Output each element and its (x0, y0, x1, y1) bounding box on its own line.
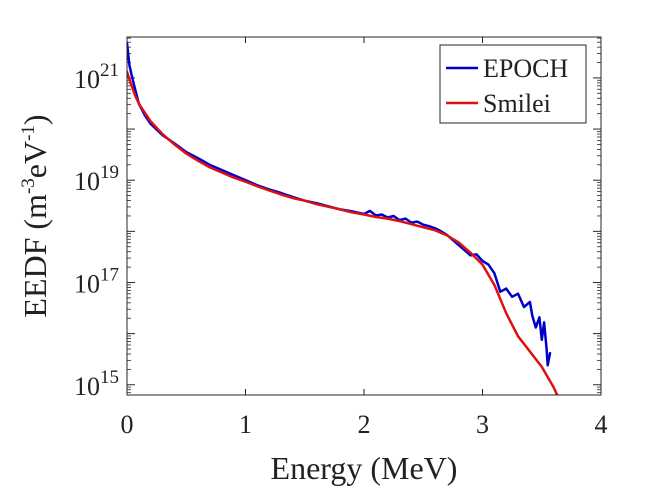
series-line-epoch (127, 41, 552, 367)
series-line-smilei (127, 70, 559, 395)
x-tick-label: 3 (476, 410, 489, 439)
y-tick-exponent: 19 (100, 162, 119, 183)
y-tick-base: 10 (74, 65, 100, 94)
y-axis-label-exp1: -3 (18, 178, 39, 194)
x-tick-label: 0 (121, 410, 134, 439)
y-axis-label-mid: eV (17, 141, 53, 178)
y-tick-label: 1015 (74, 367, 119, 401)
x-tick-labels: 0 1 2 3 4 (121, 410, 608, 439)
y-axis-label: EEDF (m-3eV-1) (17, 114, 53, 317)
y-tick-exponent: 21 (100, 60, 119, 81)
y-axis-label-end: ) (17, 114, 53, 125)
x-tick-label: 1 (239, 410, 252, 439)
y-axis-label-exp2: -1 (18, 125, 39, 141)
y-tick-label: 1021 (74, 60, 119, 94)
y-axis-label-base: EEDF (m (17, 194, 53, 318)
legend-box (439, 44, 587, 124)
legend-label-smilei: Smilei (483, 89, 551, 118)
y-tick-label: 1019 (74, 162, 119, 196)
x-tick-label: 2 (358, 410, 371, 439)
legend-label-epoch: EPOCH (483, 54, 568, 83)
plot-frame (126, 36, 602, 396)
y-tick-exponent: 17 (100, 264, 119, 285)
x-axis-label: Energy (MeV) (271, 450, 458, 486)
y-tick-exponent: 15 (100, 367, 119, 388)
y-tick-base: 10 (74, 167, 100, 196)
series-layer (127, 41, 559, 395)
legend: EPOCH Smilei (439, 44, 587, 124)
x-tick-label: 4 (595, 410, 608, 439)
y-tick-base: 10 (74, 269, 100, 298)
y-tick-label: 1017 (74, 264, 119, 298)
y-tick-base: 10 (74, 372, 100, 401)
